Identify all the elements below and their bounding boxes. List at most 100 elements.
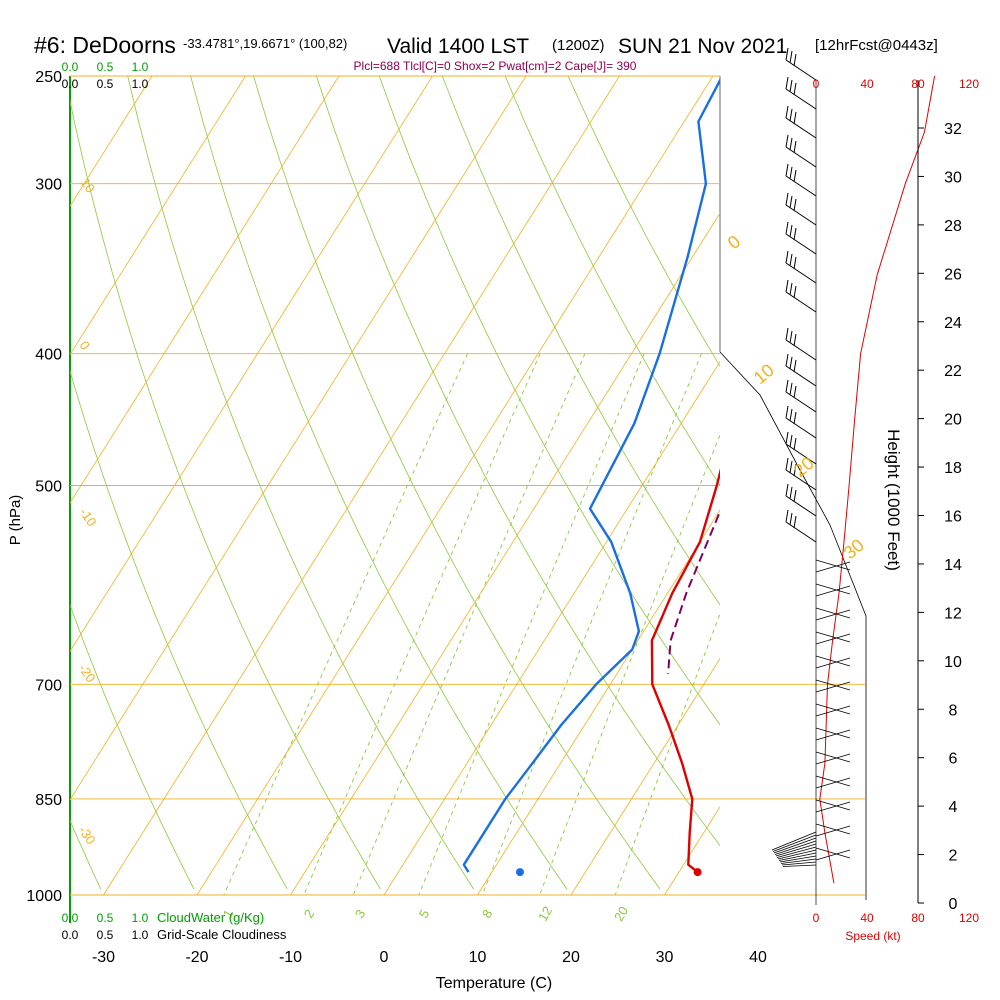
dry-adiabat-line xyxy=(316,76,720,847)
valid-date: SUN 21 Nov 2021 xyxy=(618,35,787,58)
wind-barb-feather xyxy=(785,76,789,90)
wind-barb xyxy=(815,681,851,693)
mixing-ratio-line xyxy=(303,353,541,896)
wind-barb xyxy=(785,443,817,465)
wind-barb xyxy=(785,469,817,491)
cloudwater-tick-top: 1.0 xyxy=(132,60,149,74)
wind-barb-feather xyxy=(793,227,797,241)
wind-barb-feather xyxy=(793,411,797,425)
wind-barb-feather xyxy=(789,282,793,296)
wind-barb-feather xyxy=(785,221,789,235)
wind-barb-feather xyxy=(793,437,797,451)
wind-barb xyxy=(776,846,817,858)
wind-barb-feather xyxy=(789,434,793,448)
pressure-tick-label: 700 xyxy=(35,677,62,694)
wind-barb-feather xyxy=(785,327,789,341)
height-tick-label: 22 xyxy=(944,363,962,380)
wind-speed-profile xyxy=(819,75,936,884)
cloudwater-label: CloudWater (g/Kg) xyxy=(157,910,264,925)
height-tick-label: 20 xyxy=(944,412,962,429)
dry-adiabat-line xyxy=(70,369,288,890)
wind-barb xyxy=(815,847,851,859)
mixing-ratio-label: 20 xyxy=(611,904,631,924)
height-tick-label: 18 xyxy=(944,460,962,477)
mixing-ratio-line xyxy=(481,353,702,896)
speed-tick-bottom: 40 xyxy=(860,911,874,925)
temperature-tick-label: 30 xyxy=(656,949,674,966)
theta-label: -20 xyxy=(76,661,99,685)
valid-time: Valid 1400 LST xyxy=(387,35,529,58)
station-coords: -33.4781°,19.6671° (100,82) xyxy=(183,36,347,51)
surface-dewpoint-dot xyxy=(515,868,524,877)
height-tick-label: 10 xyxy=(944,654,962,671)
theta-label: -10 xyxy=(77,505,100,529)
wind-barb xyxy=(772,834,817,852)
wind-barb-feather xyxy=(789,50,793,64)
wind-panel: 0040408080120120024681012141618202224262… xyxy=(771,47,979,925)
diagram-labels: 1 2 3 5 8 12 20100-10-20-3001020300.00.00.00.0… xyxy=(62,60,868,942)
height-tick-label: 28 xyxy=(944,218,962,235)
mixing-ratio-line xyxy=(418,353,645,896)
cloudiness-tick-top: 1.0 xyxy=(132,77,149,91)
x-axis-title: Temperature (C) xyxy=(436,975,552,992)
wind-barb xyxy=(815,703,851,715)
theta-e-label: 0 xyxy=(724,231,745,253)
wind-barb xyxy=(773,837,817,854)
wind-barb xyxy=(815,585,851,597)
wind-barb-feather xyxy=(793,463,797,477)
temperature-tick-label: -10 xyxy=(279,949,302,966)
wind-barb xyxy=(815,777,851,789)
wind-barb xyxy=(782,864,817,867)
wind-barb xyxy=(785,365,817,387)
height-tick-label: 24 xyxy=(944,315,962,332)
isotherm-line xyxy=(70,76,527,801)
temperature-profile xyxy=(650,468,720,874)
theta-label: -30 xyxy=(76,823,99,847)
wind-barb-feather xyxy=(793,333,797,347)
wind-barb-feather xyxy=(793,359,797,373)
wind-barb-feather xyxy=(789,195,793,209)
temperature-tick-label: 10 xyxy=(469,949,487,966)
isotherm-line xyxy=(383,360,720,896)
wind-barb xyxy=(780,858,817,864)
wind-barb xyxy=(779,855,817,863)
isotherm-line xyxy=(758,76,1000,895)
wind-barb xyxy=(815,823,851,835)
speed-tick-bottom: 80 xyxy=(911,911,925,925)
wind-barb-feather xyxy=(785,250,789,264)
wind-barb xyxy=(785,117,817,139)
pressure-tick-label: 300 xyxy=(35,177,62,194)
cloudiness-tick-bottom: 0.5 xyxy=(97,928,114,942)
wind-barb-feather xyxy=(785,509,789,523)
height-tick-label: 32 xyxy=(944,121,962,138)
wind-barb xyxy=(785,204,817,226)
pressure-tick-label: 400 xyxy=(35,347,62,364)
cloudwater-tick-bottom: 0.0 xyxy=(62,911,79,925)
wind-barb xyxy=(815,559,851,571)
dewpoint-profile xyxy=(462,77,720,873)
wind-barb xyxy=(785,339,817,361)
mixing-ratio-line xyxy=(352,353,586,896)
dry-adiabats xyxy=(70,76,720,890)
wind-barb-feather xyxy=(785,431,789,445)
wind-barb-feather xyxy=(793,82,797,96)
wind-barb xyxy=(815,609,851,621)
height-tick-label: 0 xyxy=(949,896,958,913)
temperature-tick-label: 40 xyxy=(749,949,767,966)
cloudiness-label: Grid-Scale Cloudiness xyxy=(157,927,287,942)
parcel-profile xyxy=(667,508,720,675)
station-title: #6: DeDoorns xyxy=(34,32,176,58)
forecast-label: [12hrFcst@0443z] xyxy=(815,37,938,54)
dry-adiabat-line xyxy=(253,76,661,890)
wind-barb xyxy=(775,843,817,857)
wind-barb xyxy=(774,840,817,855)
stability-indices: Plcl=688 Tlcl[C]=0 Shox=2 Pwat[cm]=2 Cap… xyxy=(354,59,637,73)
theta-label: 10 xyxy=(78,175,99,195)
pressure-tick-label: 250 xyxy=(35,69,62,86)
temperature-tick-label: 20 xyxy=(562,949,580,966)
wind-barb xyxy=(815,849,851,861)
dry-adiabat-line xyxy=(190,76,568,890)
wind-barb-feather xyxy=(785,105,789,119)
